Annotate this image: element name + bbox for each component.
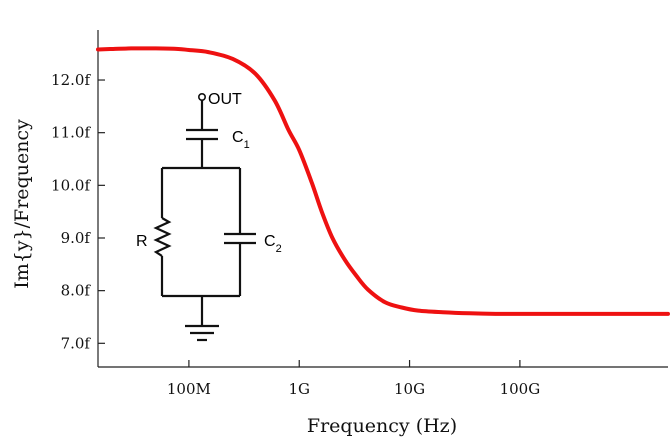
x-tick-label: 1G: [288, 380, 310, 398]
x-tick-label: 100G: [500, 380, 541, 398]
c2-label-sub: 2: [276, 243, 282, 255]
y-tick-label: 10.0f: [51, 176, 91, 194]
x-axis-title: Frequency (Hz): [307, 415, 457, 437]
series-layer: [96, 46, 670, 316]
y-tick-label: 9.0f: [61, 229, 92, 247]
c1-label-sub: 1: [244, 139, 250, 151]
output-terminal: [198, 93, 207, 102]
resistor-r: [153, 217, 172, 257]
circuit-schematic: [153, 93, 256, 342]
y-tick-label: 7.0f: [61, 334, 92, 352]
x-tick-label: 100M: [167, 380, 211, 398]
y-tick-label: 8.0f: [61, 282, 92, 300]
c2-label: C2: [264, 233, 282, 255]
series-line-0: [96, 46, 670, 316]
x-tick-label: 10G: [394, 380, 425, 398]
c2-label-main: C: [264, 233, 276, 250]
y-tick-label: 11.0f: [51, 124, 91, 142]
tick-layer: 7.0f 8.0f 9.0f 10.0f 11.0f 12.0f 100M 1G 10G 100G: [51, 71, 540, 398]
y-tick-label: 12.0f: [51, 71, 91, 89]
c1-label-main: C: [232, 129, 244, 146]
r-label: R: [136, 233, 148, 250]
y-axis-title: Im{y}/Frequency: [11, 119, 33, 289]
c1-label: C1: [232, 129, 250, 151]
output-label: OUT: [208, 91, 242, 108]
